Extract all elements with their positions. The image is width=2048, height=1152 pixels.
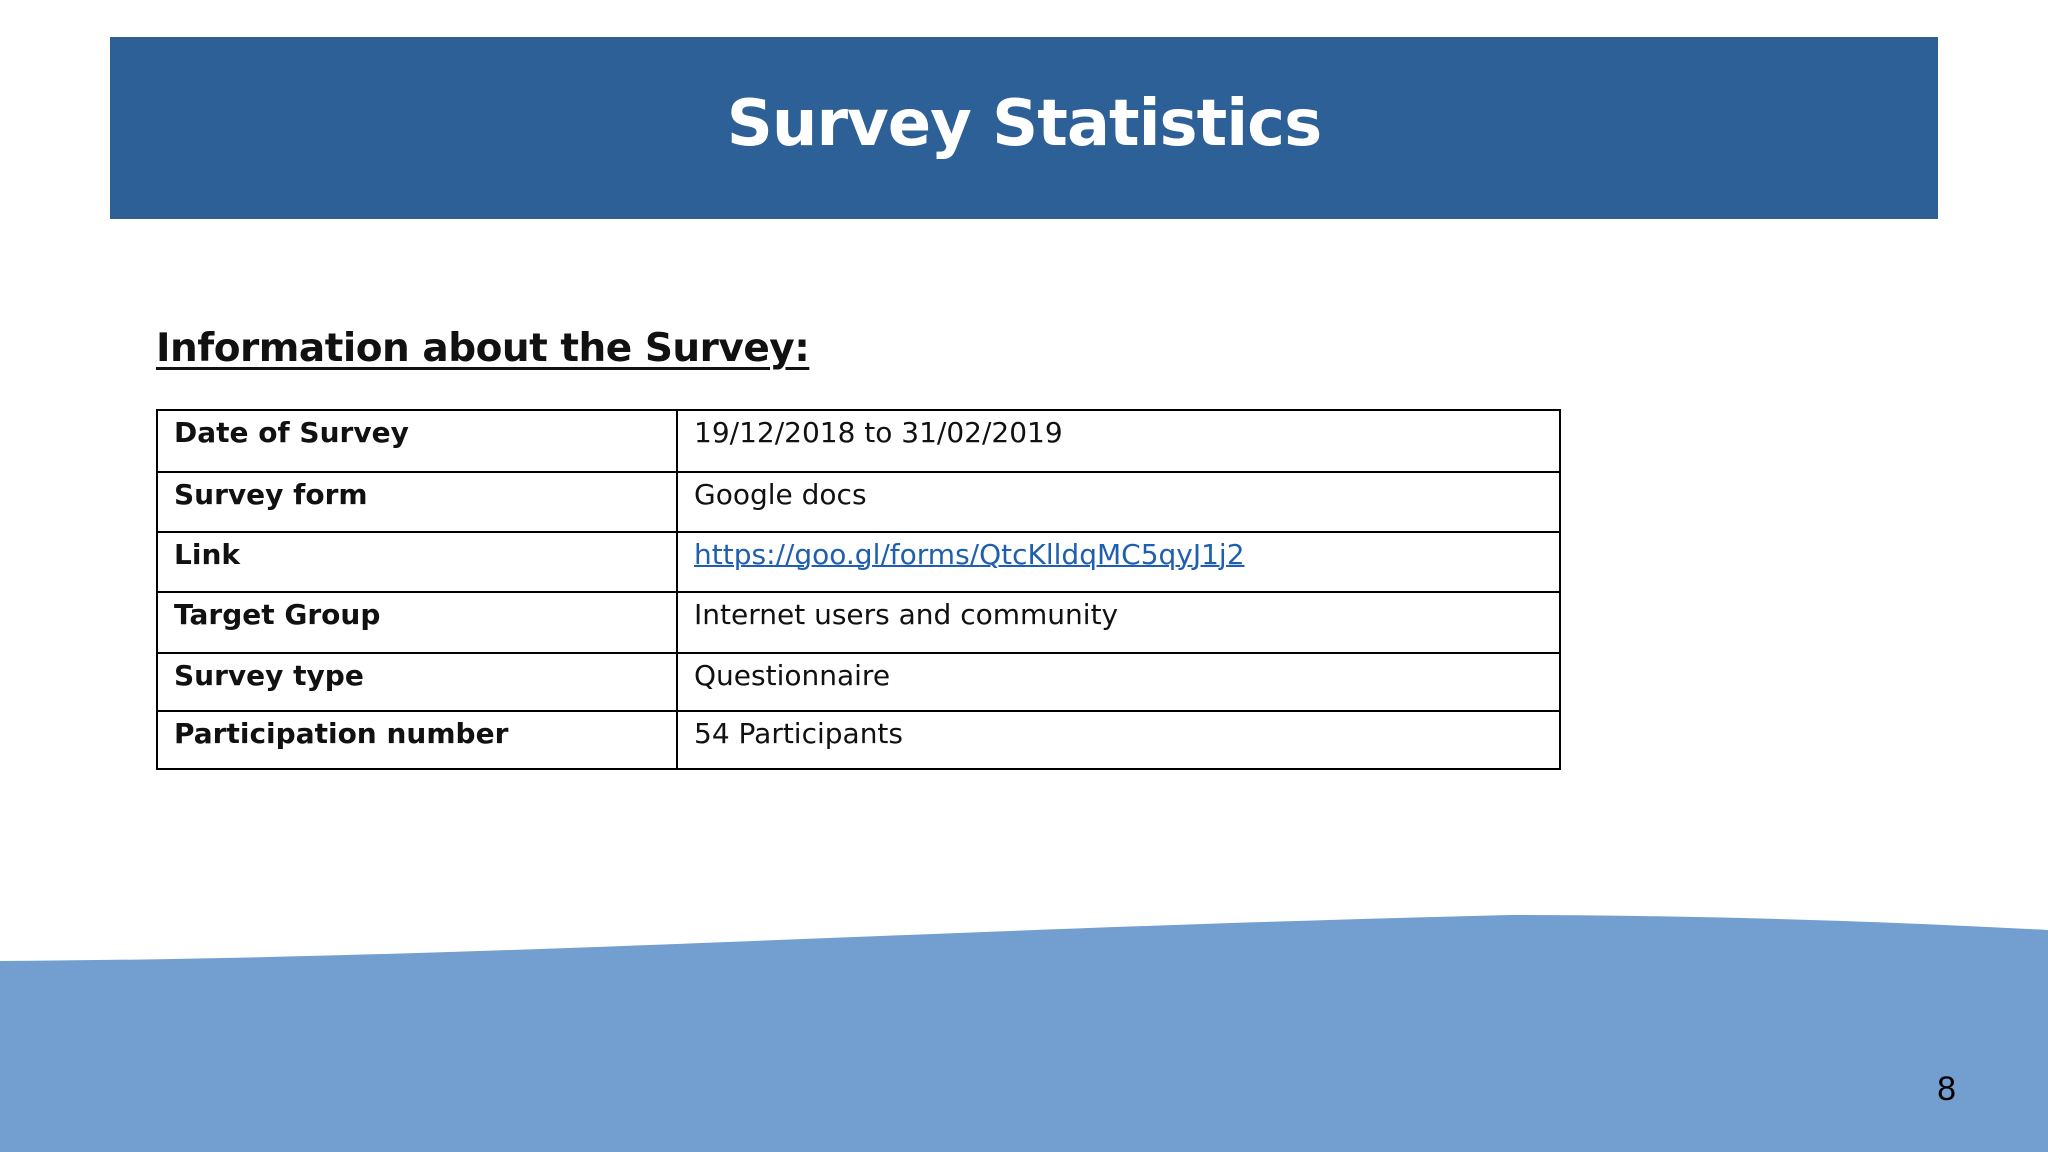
survey-link[interactable]: https://goo.gl/forms/QtcKlldqMC5qyJ1j2 bbox=[694, 538, 1245, 571]
row-label-participation: Participation number bbox=[156, 710, 678, 770]
row-value-date: 19/12/2018 to 31/02/2019 bbox=[676, 409, 1561, 473]
table-row: Target Group Internet users and communit… bbox=[156, 591, 1561, 654]
table-row: Survey type Questionnaire bbox=[156, 652, 1561, 712]
row-value-participation: 54 Participants bbox=[676, 710, 1561, 770]
row-label-form: Survey form bbox=[156, 471, 678, 533]
row-value-form: Google docs bbox=[676, 471, 1561, 533]
survey-info-table: Date of Survey 19/12/2018 to 31/02/2019 … bbox=[156, 409, 1561, 770]
table-row: Survey form Google docs bbox=[156, 471, 1561, 533]
row-value-link-cell: https://goo.gl/forms/QtcKlldqMC5qyJ1j2 bbox=[676, 531, 1561, 593]
row-label-date: Date of Survey bbox=[156, 409, 678, 473]
page-number: 8 bbox=[1937, 1070, 1956, 1108]
row-value-survey-type: Questionnaire bbox=[676, 652, 1561, 712]
title-banner: Survey Statistics bbox=[110, 37, 1938, 219]
slide-title: Survey Statistics bbox=[726, 87, 1322, 161]
table-row: Date of Survey 19/12/2018 to 31/02/2019 bbox=[156, 409, 1561, 473]
row-label-target-group: Target Group bbox=[156, 591, 678, 654]
section-heading: Information about the Survey: bbox=[156, 326, 810, 371]
table-row: Participation number 54 Participants bbox=[156, 710, 1561, 770]
footer-wave-shape bbox=[0, 915, 2048, 1152]
row-label-survey-type: Survey type bbox=[156, 652, 678, 712]
table-row: Link https://goo.gl/forms/QtcKlldqMC5qyJ… bbox=[156, 531, 1561, 593]
row-value-target-group: Internet users and community bbox=[676, 591, 1561, 654]
row-label-link: Link bbox=[156, 531, 678, 593]
